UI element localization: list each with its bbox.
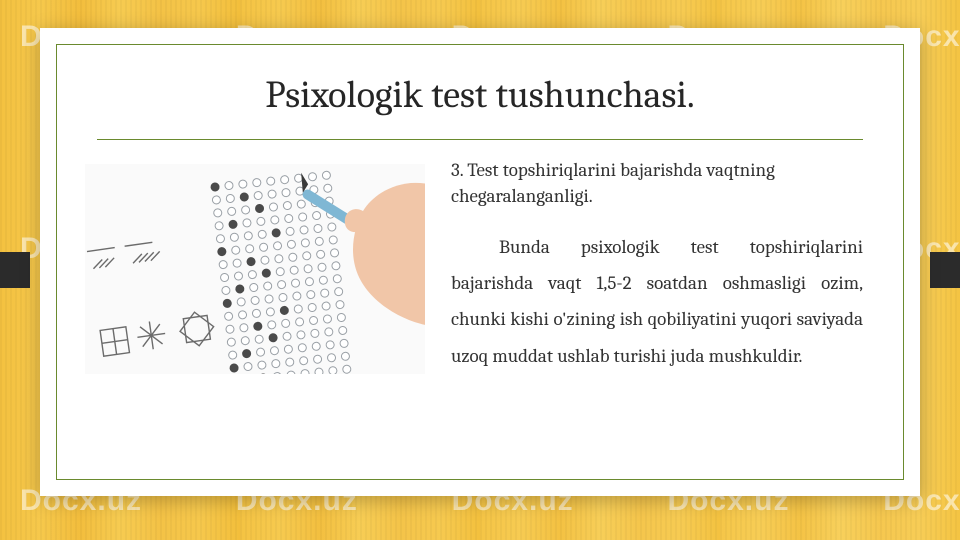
slide-edge-tab-right [930,252,960,288]
slide-card: Psixologik test tushunchasi. [40,28,920,496]
hand-with-pen-icon [255,164,425,326]
geometry-shapes [85,225,238,374]
slide-title: Psixologik test tushunchasi. [57,73,903,117]
text-column: 3. Test topshiriqlarini bajarishda vaqtn… [451,158,863,374]
content-row: 3. Test topshiriqlarini bajarishda vaqtn… [57,140,903,374]
slide-frame: Psixologik test tushunchasi. [56,44,904,480]
body-paragraph: Bunda psixologik test topshiriqlarini ba… [451,229,863,373]
answer-sheet-image [85,164,425,374]
subheading: 3. Test topshiriqlarini bajarishda vaqtn… [451,158,863,209]
slide-edge-tab-left [0,252,30,288]
